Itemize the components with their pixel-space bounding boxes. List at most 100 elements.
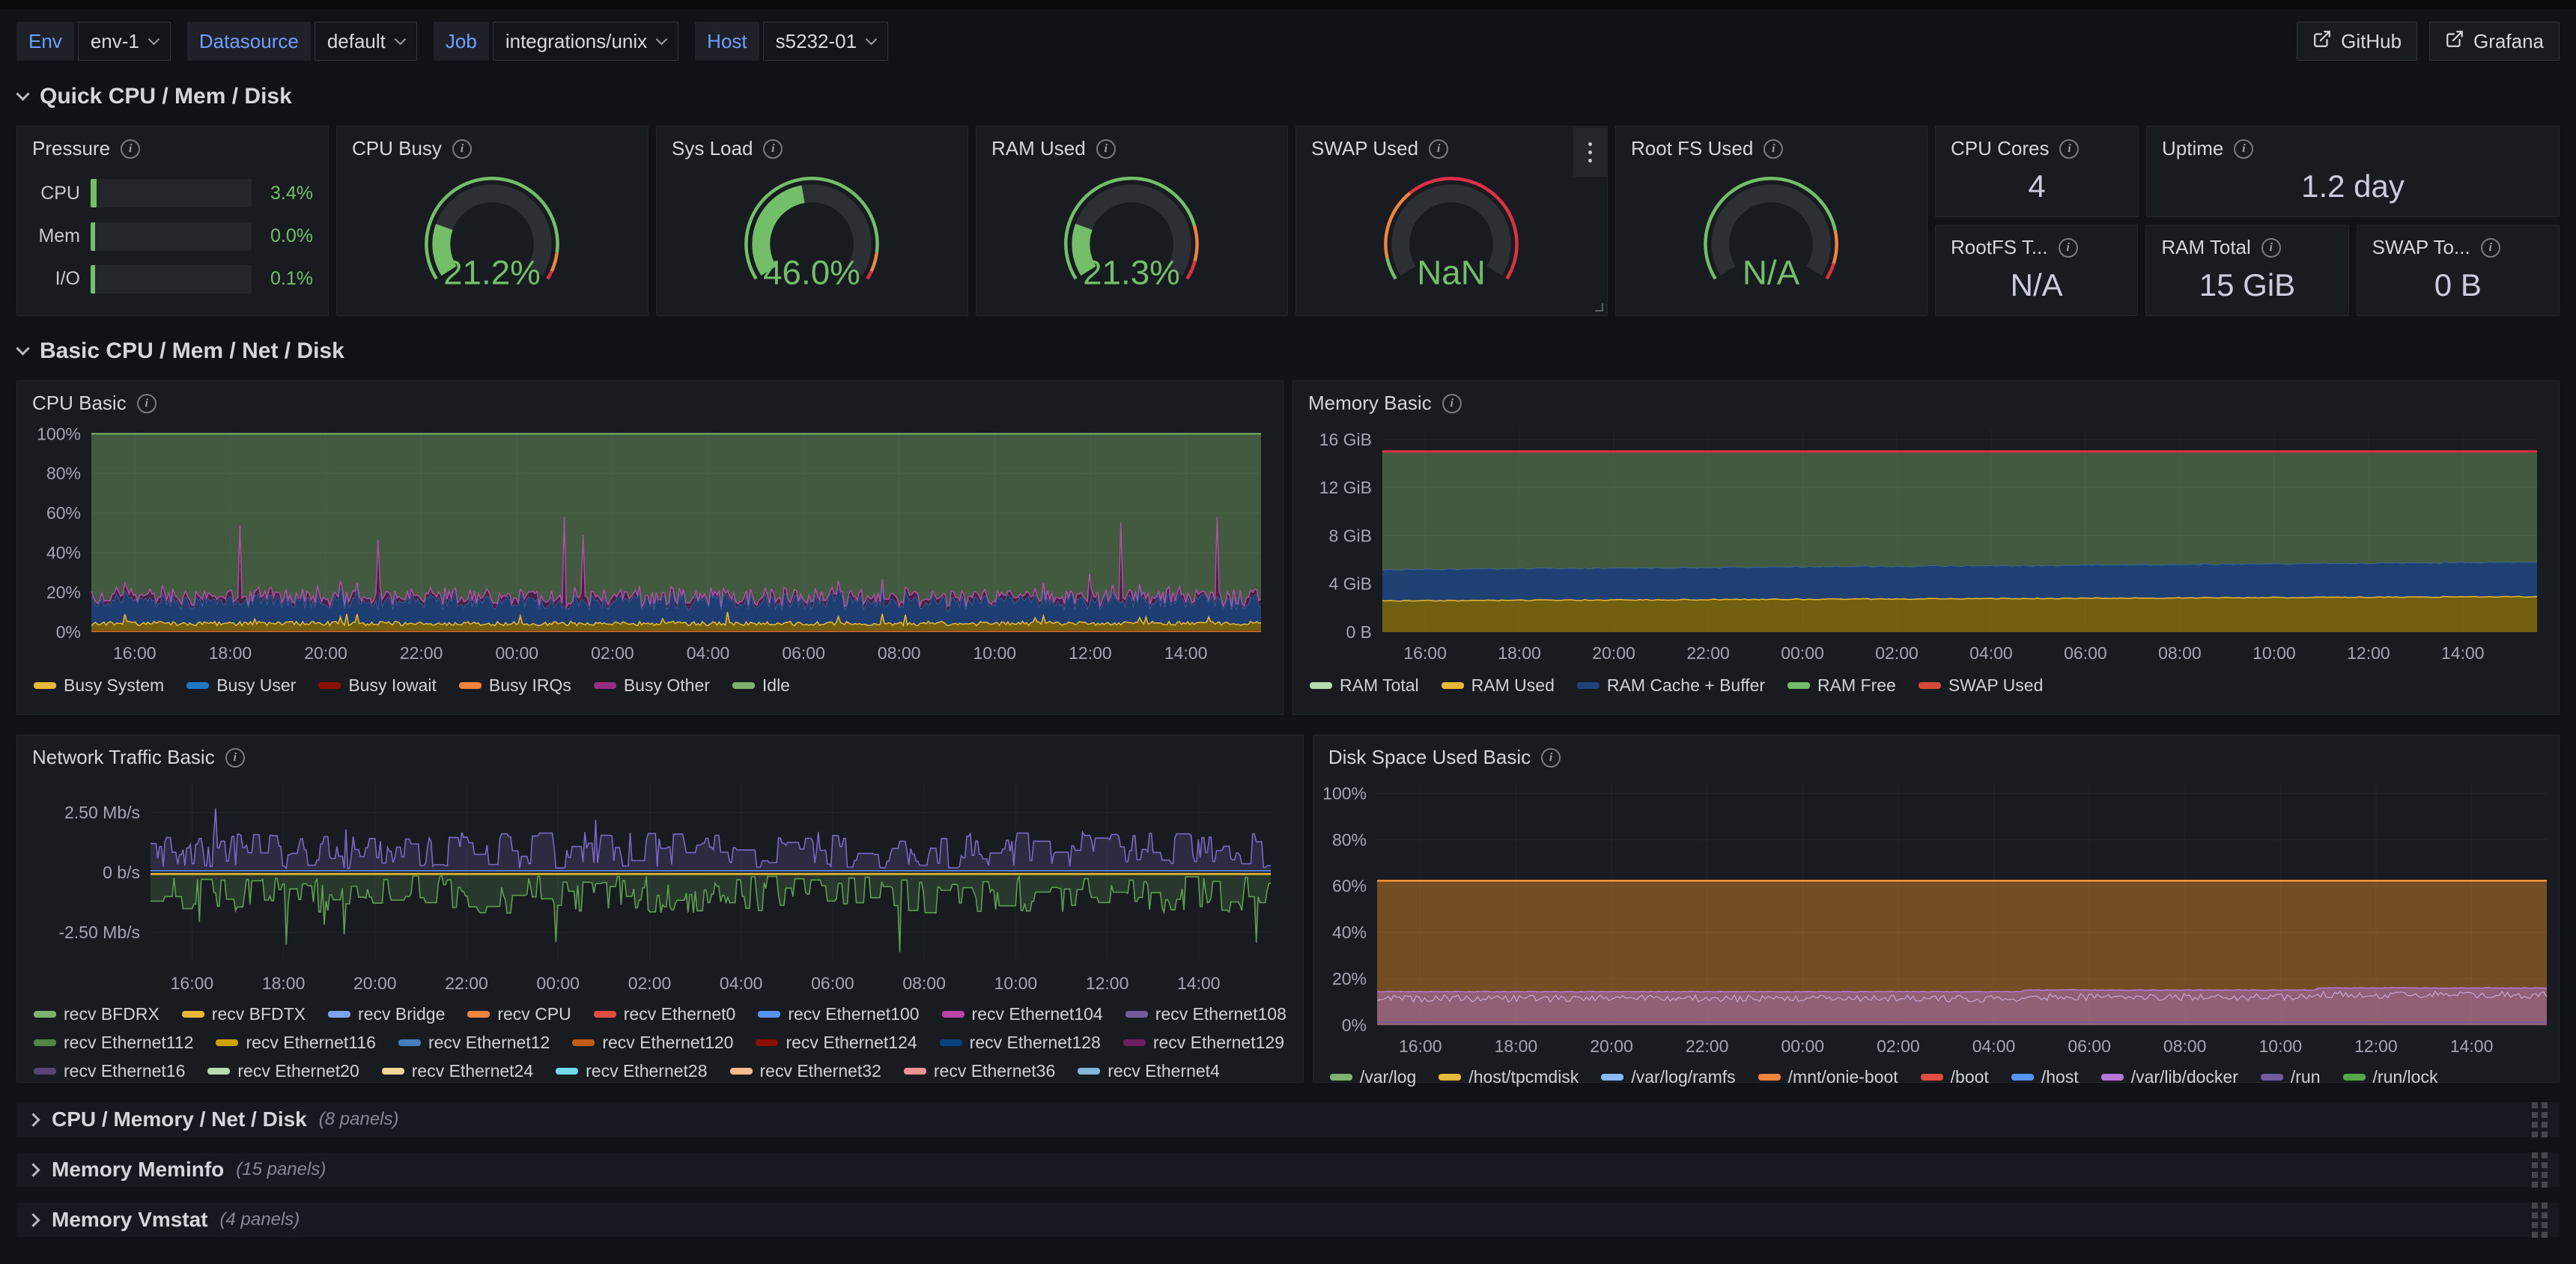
dashboard-row-collapsed[interactable]: CPU / Memory / Net / Disk(8 panels)	[16, 1102, 2560, 1137]
panel-title[interactable]: RAM Used	[991, 137, 1086, 160]
panel-menu-icon[interactable]	[1573, 127, 1606, 177]
legend-item[interactable]: recv Ethernet32	[730, 1061, 881, 1081]
dashboard-row-collapsed[interactable]: Memory Meminfo(15 panels)	[16, 1152, 2560, 1187]
legend-item[interactable]: recv Ethernet24	[382, 1061, 533, 1081]
legend-item[interactable]: /boot	[1921, 1067, 1989, 1087]
legend-label: /boot	[1951, 1067, 1989, 1087]
panel-title[interactable]: RootFS T...	[1951, 236, 2048, 259]
panel-title[interactable]: Disk Space Used Basic	[1328, 746, 1531, 769]
legend-swatch	[34, 1039, 56, 1046]
legend-item[interactable]: RAM Total	[1310, 675, 1419, 696]
panel-title[interactable]: SWAP Used	[1311, 137, 1418, 160]
dashboard-controls: Envenv-1DatasourcedefaultJobintegrations…	[16, 21, 2560, 61]
legend-row: recv Ethernet112 recv Ethernet116 recv Eth…	[34, 1033, 1287, 1053]
legend-item[interactable]: recv Ethernet129	[1123, 1033, 1284, 1053]
legend-item[interactable]: recv Ethernet0	[594, 1004, 736, 1024]
svg-text:22:00: 22:00	[400, 643, 443, 663]
info-icon	[1442, 394, 1462, 413]
panel-title[interactable]: CPU Basic	[32, 392, 127, 415]
legend-item[interactable]: RAM Cache + Buffer	[1577, 675, 1765, 696]
panel-title[interactable]: Root FS Used	[1631, 137, 1753, 160]
resize-handle[interactable]	[1595, 303, 1603, 312]
legend-item[interactable]: recv Ethernet28	[556, 1061, 707, 1081]
svg-text:12 GiB: 12 GiB	[1319, 478, 1372, 497]
legend-item[interactable]: recv Ethernet120	[572, 1033, 733, 1053]
cpu-basic-chart[interactable]: 0%20%40%60%80%100%16:0018:0020:0022:0000…	[28, 422, 1272, 671]
legend-item[interactable]: recv Ethernet104	[942, 1004, 1103, 1024]
legend-swatch	[758, 1011, 780, 1018]
legend-item[interactable]: /run/lock	[2343, 1067, 2438, 1087]
legend-item[interactable]: recv Ethernet36	[904, 1061, 1055, 1081]
legend-item[interactable]: recv Ethernet16	[34, 1061, 185, 1081]
variable-value-env[interactable]: env-1	[78, 22, 171, 61]
legend-item[interactable]: Busy Iowait	[318, 675, 437, 696]
legend-item[interactable]: recv Ethernet20	[207, 1061, 359, 1081]
legend-item[interactable]: RAM Used	[1442, 675, 1555, 696]
legend-item[interactable]: recv Ethernet12	[398, 1033, 550, 1053]
legend-item[interactable]: /var/log	[1330, 1067, 1416, 1087]
row-drag-handle[interactable]	[2532, 1102, 2548, 1137]
legend-item[interactable]: recv CPU	[467, 1004, 571, 1024]
dashboard-row-collapsed[interactable]: Memory Vmstat(4 panels)	[16, 1203, 2560, 1237]
legend-item[interactable]: SWAP Used	[1919, 675, 2044, 696]
legend-item[interactable]: Busy User	[186, 675, 296, 696]
legend-swatch	[2261, 1074, 2283, 1081]
legend-item[interactable]: recv Ethernet4	[1078, 1061, 1220, 1081]
variable-value-host[interactable]: s5232-01	[763, 22, 888, 61]
stat-value-ram-total: 15 GiB	[2146, 264, 2348, 315]
variable-value-datasource[interactable]: default	[315, 22, 417, 61]
disk-space-chart[interactable]: 0%20%40%60%80%100%16:0018:0020:0022:0000…	[1314, 777, 2557, 1063]
panel-title[interactable]: CPU Busy	[352, 137, 442, 160]
panel-uptime: Uptime1.2 day	[2146, 126, 2560, 217]
legend-item[interactable]: recv Ethernet108	[1126, 1004, 1287, 1024]
panel-title[interactable]: Memory Basic	[1308, 392, 1432, 415]
link-button-github[interactable]: GitHub	[2297, 22, 2417, 61]
panel-title[interactable]: Sys Load	[672, 137, 753, 160]
legend-item[interactable]: Busy System	[34, 675, 164, 696]
legend-item[interactable]: /run	[2261, 1067, 2321, 1087]
legend-item[interactable]: recv Ethernet128	[940, 1033, 1101, 1053]
legend-item[interactable]: recv Bridge	[328, 1004, 445, 1024]
legend-item[interactable]: recv Ethernet100	[758, 1004, 919, 1024]
memory-basic-chart[interactable]: 0 B4 GiB8 GiB12 GiB16 GiB16:0018:0020:00…	[1304, 422, 2548, 671]
row-drag-handle[interactable]	[2532, 1152, 2548, 1188]
quick-stats-group: CPU Cores4Uptime1.2 day RootFS T...N/ARA…	[1935, 126, 2560, 316]
legend-item[interactable]: /mnt/onie-boot	[1758, 1067, 1898, 1087]
network-traffic-chart[interactable]: 2.50 Mb/s0 b/s-2.50 Mb/s16:0018:0020:002…	[38, 777, 1281, 1000]
legend-label: recv Ethernet104	[972, 1004, 1103, 1024]
legend-item[interactable]: /var/lib/docker	[2101, 1067, 2238, 1087]
legend-item[interactable]: /var/log/ramfs	[1601, 1067, 1735, 1087]
legend-item[interactable]: recv BFDRX	[34, 1004, 160, 1024]
legend-item[interactable]: recv Ethernet116	[216, 1033, 375, 1053]
panel-title[interactable]: SWAP To...	[2372, 236, 2470, 259]
legend-swatch	[1921, 1074, 1943, 1081]
link-button-grafana[interactable]: Grafana	[2429, 22, 2560, 61]
browser-top-strip	[0, 0, 2576, 9]
legend-item[interactable]: Busy Other	[594, 675, 710, 696]
legend-item[interactable]: recv Ethernet112	[34, 1033, 193, 1053]
legend-item[interactable]: /host	[2011, 1067, 2079, 1087]
row-drag-handle[interactable]	[2532, 1203, 2548, 1238]
variable-label-job: Job	[434, 22, 489, 61]
panel-title[interactable]: Pressure	[32, 137, 110, 160]
panel-title[interactable]: Uptime	[2162, 137, 2223, 160]
legend-swatch	[34, 682, 56, 689]
panel-title[interactable]: RAM Total	[2161, 236, 2250, 259]
legend-item[interactable]: Idle	[732, 675, 790, 696]
svg-text:02:00: 02:00	[1875, 643, 1919, 663]
legend-item[interactable]: recv Ethernet124	[756, 1033, 917, 1053]
legend-item[interactable]: recv BFDTX	[182, 1004, 306, 1024]
chevron-down-icon	[395, 33, 407, 45]
legend-item[interactable]: /host/tpcmdisk	[1439, 1067, 1579, 1087]
chevron-down-icon	[866, 33, 878, 45]
legend-label: recv Ethernet32	[760, 1061, 881, 1081]
legend-item[interactable]: RAM Free	[1787, 675, 1896, 696]
row-header-basic[interactable]: Basic CPU / Mem / Net / Disk	[18, 338, 2560, 364]
legend-label: recv Ethernet0	[624, 1004, 736, 1024]
variable-value-job[interactable]: integrations/unix	[493, 22, 678, 61]
panel-title[interactable]: CPU Cores	[1951, 137, 2049, 160]
cpu-busy-gauge: 21.2%	[337, 165, 648, 312]
panel-title[interactable]: Network Traffic Basic	[32, 746, 215, 769]
row-header-quick[interactable]: Quick CPU / Mem / Disk	[18, 84, 2560, 109]
legend-item[interactable]: Busy IRQs	[459, 675, 571, 696]
